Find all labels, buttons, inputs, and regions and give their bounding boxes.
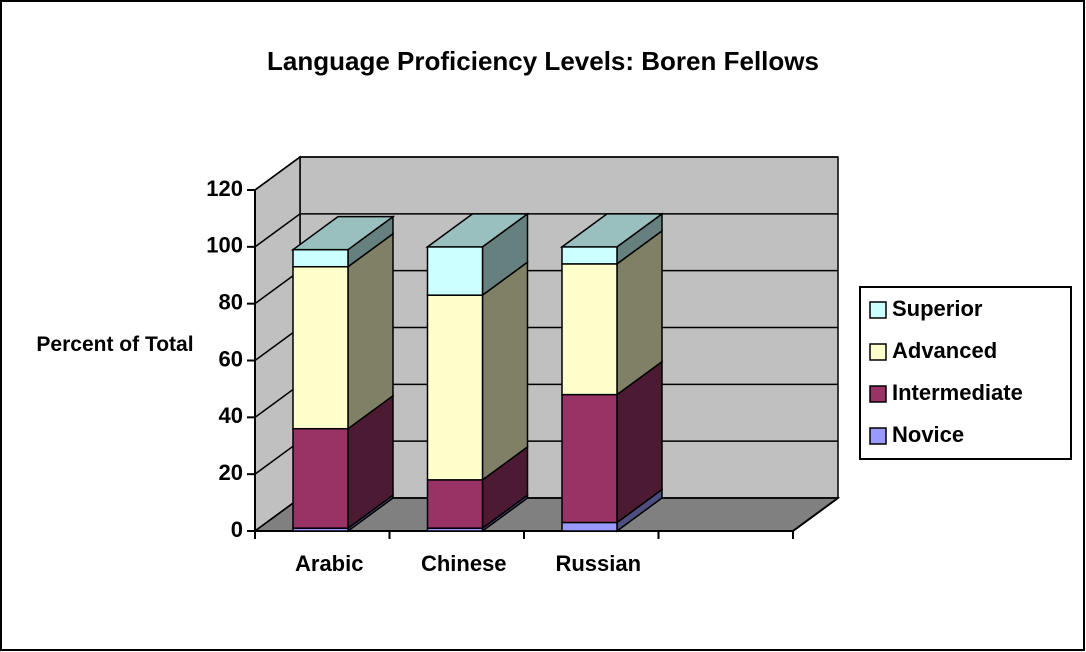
x-tick-label: Chinese [421,551,507,576]
legend-label: Novice [892,422,964,447]
legend-swatch [869,427,887,445]
bar [561,393,618,524]
y-tick-label: 20 [219,460,243,485]
bar-top [290,215,396,251]
x-tick-label: Arabic [295,551,363,576]
bar [292,427,349,529]
bar-top [425,213,530,248]
bar [426,479,484,529]
legend-label: Advanced [892,338,997,363]
legend-label: Intermediate [892,380,1023,405]
legend-swatch [869,385,887,403]
chart-title: Language Proficiency Levels: Boren Fello… [267,46,819,76]
y-tick-label: 100 [206,233,243,258]
x-axis-end [792,497,839,532]
bar [292,265,349,430]
y-tick-label: 60 [219,346,243,371]
legend-label: Superior [892,296,983,321]
bar [426,294,484,481]
grid-line [254,156,838,191]
y-tick-label: 80 [219,289,243,314]
bar [561,521,618,532]
bar [292,248,349,268]
legend-swatch [869,343,887,361]
y-tick-label: 0 [231,517,243,542]
legend-box [859,286,1072,460]
legend-swatch [869,301,887,319]
bar [426,246,484,296]
y-axis-label: Percent of Total [36,333,194,356]
bar-side [481,260,529,482]
bar [561,263,618,396]
bar-top [559,213,665,248]
y-tick-label: 40 [219,403,243,428]
bar [561,246,618,265]
bar-side [347,232,394,431]
x-tick-label: Russian [555,551,641,576]
y-tick-label: 120 [206,176,243,201]
